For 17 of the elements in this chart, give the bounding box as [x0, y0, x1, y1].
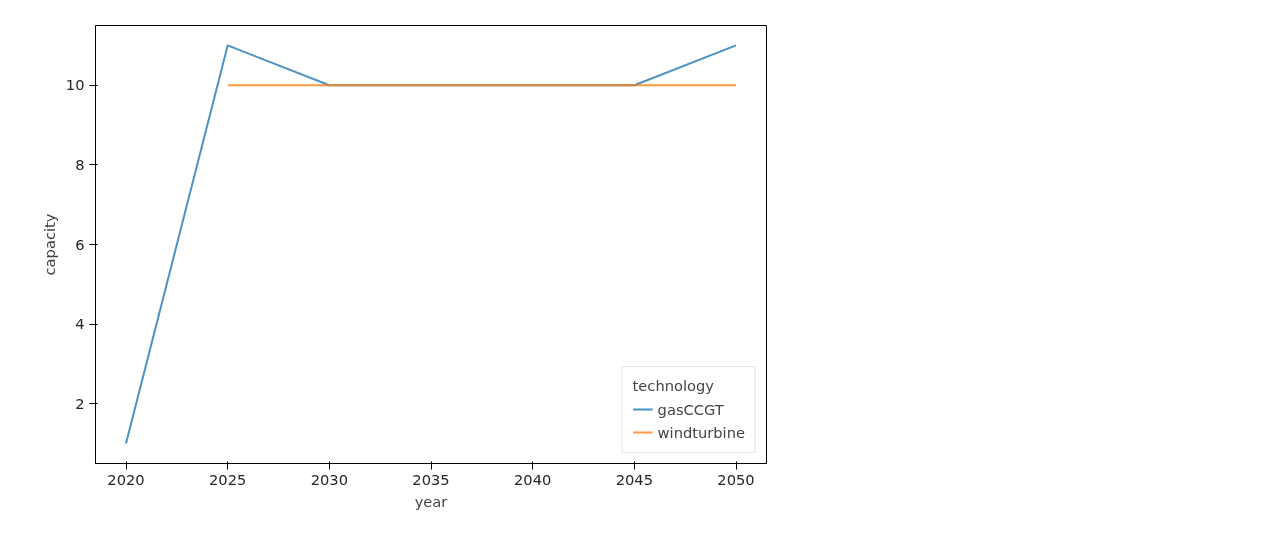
x-tick-label: 2025 [209, 470, 247, 488]
x-tick-label: 2030 [310, 470, 348, 488]
y-axis-title: capacity [40, 213, 58, 276]
x-tick-label: 2050 [717, 470, 755, 488]
x-tick-label: 2035 [412, 470, 450, 488]
y-tick-label: 4 [75, 315, 85, 333]
y-tick-label: 2 [75, 394, 85, 412]
x-tick-label: 2020 [107, 470, 145, 488]
y-tick-label: 8 [75, 155, 85, 173]
legend-title: technology [632, 377, 715, 394]
x-tick-label: 2040 [514, 470, 552, 488]
legend-label: windturbine [657, 423, 745, 441]
y-tick-label: 6 [75, 235, 85, 253]
x-axis-title: year [414, 492, 449, 510]
y-tick-label: 10 [65, 76, 85, 94]
x-tick-label: 2045 [615, 470, 653, 488]
legend-label: gasCCGT [657, 400, 724, 418]
